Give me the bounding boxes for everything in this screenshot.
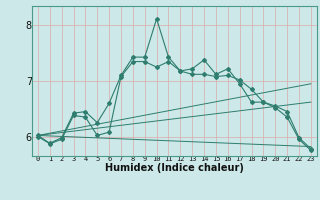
X-axis label: Humidex (Indice chaleur): Humidex (Indice chaleur) (105, 163, 244, 173)
